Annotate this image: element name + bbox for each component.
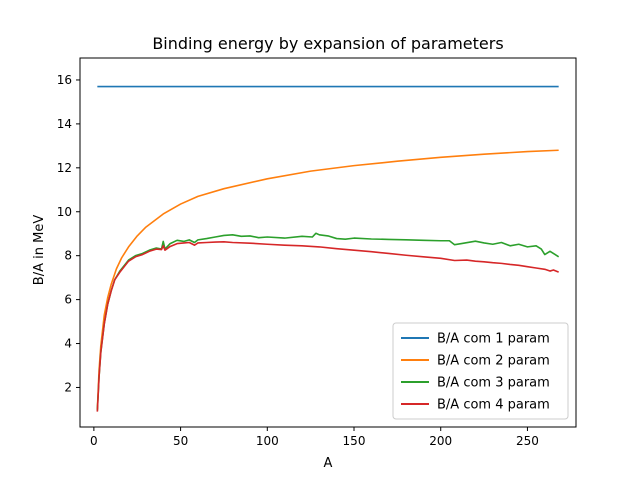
series-line-2	[96, 149, 559, 410]
plot-lines	[96, 85, 560, 412]
legend-entry-1: B/A com 1 param	[437, 332, 550, 347]
legend-entry-3: B/A com 3 param	[437, 376, 550, 391]
y-tick-label: 16	[57, 73, 72, 87]
x-axis: 0 50 100 150 200 250	[90, 427, 539, 448]
legend-entry-2: B/A com 2 param	[437, 354, 550, 369]
y-tick-label: 2	[64, 380, 72, 394]
plot-frame	[79, 57, 577, 428]
series-line-3	[96, 232, 560, 411]
x-tick-label: 0	[90, 434, 98, 448]
y-tick-label: 6	[64, 293, 72, 307]
chart-title: Binding energy by expansion of parameter…	[152, 34, 503, 53]
y-axis-label: B/A in MeV	[32, 215, 47, 286]
series-line-4	[96, 241, 559, 412]
y-tick-label: 14	[57, 117, 72, 131]
x-tick-label: 200	[429, 434, 452, 448]
y-tick-label: 12	[57, 161, 72, 175]
x-axis-label: A	[324, 456, 333, 471]
legend-box	[392, 322, 569, 420]
y-tick-label: 8	[64, 249, 72, 263]
y-axis: 2 4 6 8 10 12 14 16	[57, 73, 80, 394]
y-tick-label: 10	[57, 205, 72, 219]
y-tick-label: 4	[64, 337, 72, 351]
legend: B/A com 1 param B/A com 2 param B/A com 3 …	[392, 322, 569, 420]
x-tick-label: 150	[343, 434, 366, 448]
x-tick-label: 250	[516, 434, 539, 448]
x-tick-label: 50	[173, 434, 188, 448]
x-tick-label: 100	[256, 434, 279, 448]
legend-entry-4: B/A com 4 param	[437, 398, 550, 413]
